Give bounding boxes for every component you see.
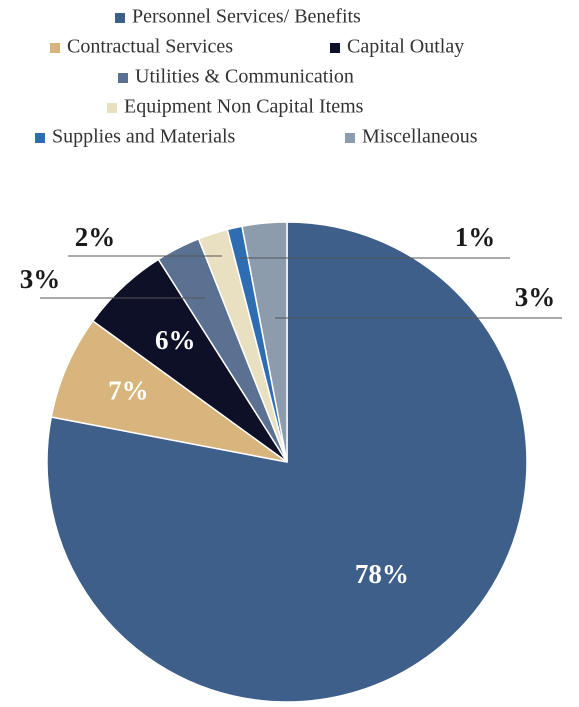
legend-marker [35,133,45,143]
pie-slice [241,221,288,463]
data-label: 3% [515,282,556,312]
data-label: 2% [75,222,116,252]
legend-label: Equipment Non Capital Items [124,96,364,118]
legend-label: Utilities & Communication [135,66,354,88]
legend-marker [50,43,60,53]
legend-label: Miscellaneous [362,126,478,148]
legend-label: Contractual Services [67,36,233,58]
data-label: 3% [20,264,61,294]
legend-marker [345,133,355,143]
data-label: 6% [155,325,196,355]
legend-marker [330,43,340,53]
legend-label: Capital Outlay [347,36,464,58]
data-label: 78% [355,559,409,589]
legend-label: Supplies and Materials [52,126,236,148]
data-label: 1% [455,222,496,252]
pie-slice [50,319,288,463]
legend-marker [107,103,117,113]
legend-label: Personnel Services/ Benefits [132,6,361,28]
data-label: 7% [108,376,149,406]
legend-marker [118,73,128,83]
legend-marker [115,13,125,23]
